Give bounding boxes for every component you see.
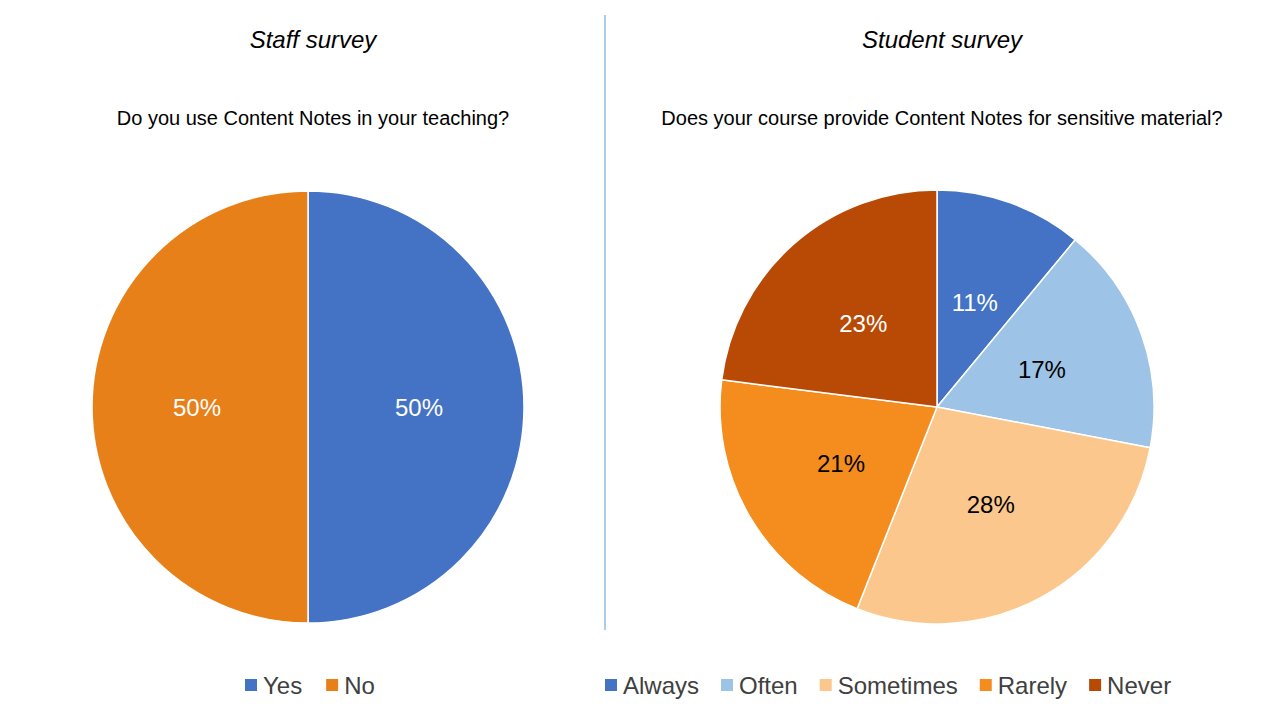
svg-text:Never: Never: [1107, 672, 1171, 699]
svg-text:Often: Often: [739, 672, 798, 699]
svg-text:Rarely: Rarely: [998, 672, 1067, 699]
svg-text:17%: 17%: [1018, 356, 1066, 383]
svg-text:No: No: [344, 672, 375, 699]
svg-text:11%: 11%: [952, 289, 998, 316]
svg-text:21%: 21%: [817, 450, 865, 477]
svg-text:Student survey: Student survey: [862, 26, 1024, 53]
svg-text:28%: 28%: [967, 491, 1015, 518]
svg-text:Yes: Yes: [263, 672, 302, 699]
svg-text:Do you use Content Notes in yo: Do you use Content Notes in your teachin…: [117, 107, 509, 129]
svg-text:Does your course provide Conte: Does your course provide Content Notes f…: [661, 107, 1222, 129]
svg-text:Always: Always: [623, 672, 699, 699]
svg-text:23%: 23%: [839, 310, 887, 337]
svg-text:50%: 50%: [173, 394, 221, 421]
svg-text:50%: 50%: [395, 394, 443, 421]
svg-text:Staff survey: Staff survey: [250, 26, 379, 53]
svg-text:Sometimes: Sometimes: [838, 672, 958, 699]
